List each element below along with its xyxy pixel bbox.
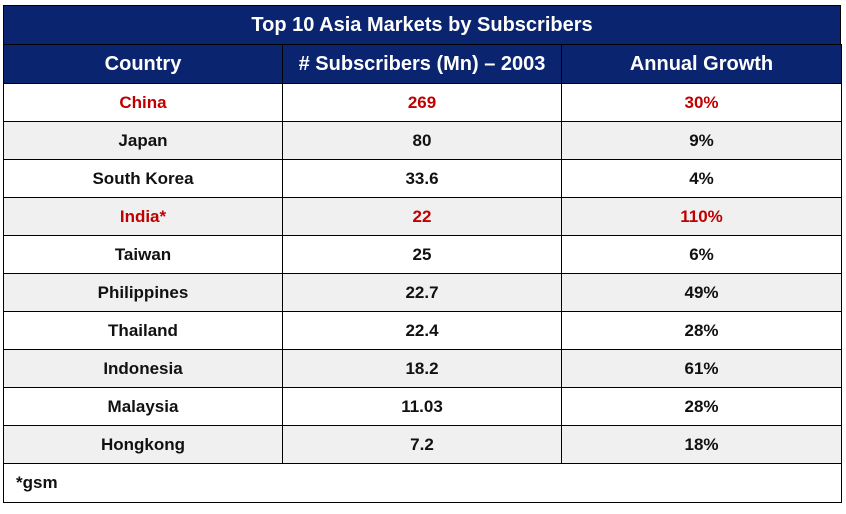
- table-row: China 269 30%: [3, 83, 842, 122]
- cell-subscribers: 11.03: [282, 387, 562, 426]
- header-row: Country # Subscribers (Mn) – 2003 Annual…: [3, 44, 842, 84]
- cell-growth: 6%: [561, 235, 842, 274]
- footnote-row: *gsm: [3, 463, 842, 503]
- column-header-country: Country: [3, 44, 283, 84]
- cell-country: India*: [3, 197, 283, 236]
- cell-growth: 9%: [561, 121, 842, 160]
- cell-country: Malaysia: [3, 387, 283, 426]
- cell-country: Thailand: [3, 311, 283, 350]
- cell-country: Philippines: [3, 273, 283, 312]
- cell-growth: 110%: [561, 197, 842, 236]
- cell-country: Hongkong: [3, 425, 283, 464]
- table-body: China 269 30% Japan 80 9% South Korea 33.6 4% Ind…: [3, 83, 842, 464]
- table-title: Top 10 Asia Markets by Subscribers: [3, 5, 841, 45]
- cell-growth: 61%: [561, 349, 842, 388]
- cell-growth: 30%: [561, 83, 842, 122]
- table-row: Taiwan 25 6%: [3, 235, 842, 274]
- cell-country: Japan: [3, 121, 283, 160]
- cell-subscribers: 269: [282, 83, 562, 122]
- cell-growth: 49%: [561, 273, 842, 312]
- table-row: Hongkong 7.2 18%: [3, 425, 842, 464]
- table-row: India* 22 110%: [3, 197, 842, 236]
- cell-subscribers: 22.7: [282, 273, 562, 312]
- cell-country: Taiwan: [3, 235, 283, 274]
- column-header-subscribers: # Subscribers (Mn) – 2003: [282, 44, 562, 84]
- cell-growth: 18%: [561, 425, 842, 464]
- cell-country: China: [3, 83, 283, 122]
- cell-growth: 4%: [561, 159, 842, 198]
- footnote: *gsm: [3, 463, 842, 503]
- subscribers-table: Country # Subscribers (Mn) – 2003 Annual…: [3, 44, 842, 503]
- table-row: Japan 80 9%: [3, 121, 842, 160]
- table-row: South Korea 33.6 4%: [3, 159, 842, 198]
- cell-subscribers: 22.4: [282, 311, 562, 350]
- cell-subscribers: 80: [282, 121, 562, 160]
- cell-subscribers: 7.2: [282, 425, 562, 464]
- table-row: Indonesia 18.2 61%: [3, 349, 842, 388]
- cell-subscribers: 33.6: [282, 159, 562, 198]
- cell-subscribers: 18.2: [282, 349, 562, 388]
- cell-growth: 28%: [561, 311, 842, 350]
- table-row: Philippines 22.7 49%: [3, 273, 842, 312]
- table-row: Malaysia 11.03 28%: [3, 387, 842, 426]
- cell-subscribers: 25: [282, 235, 562, 274]
- table-row: Thailand 22.4 28%: [3, 311, 842, 350]
- cell-growth: 28%: [561, 387, 842, 426]
- column-header-growth: Annual Growth: [561, 44, 842, 84]
- cell-country: South Korea: [3, 159, 283, 198]
- cell-subscribers: 22: [282, 197, 562, 236]
- cell-country: Indonesia: [3, 349, 283, 388]
